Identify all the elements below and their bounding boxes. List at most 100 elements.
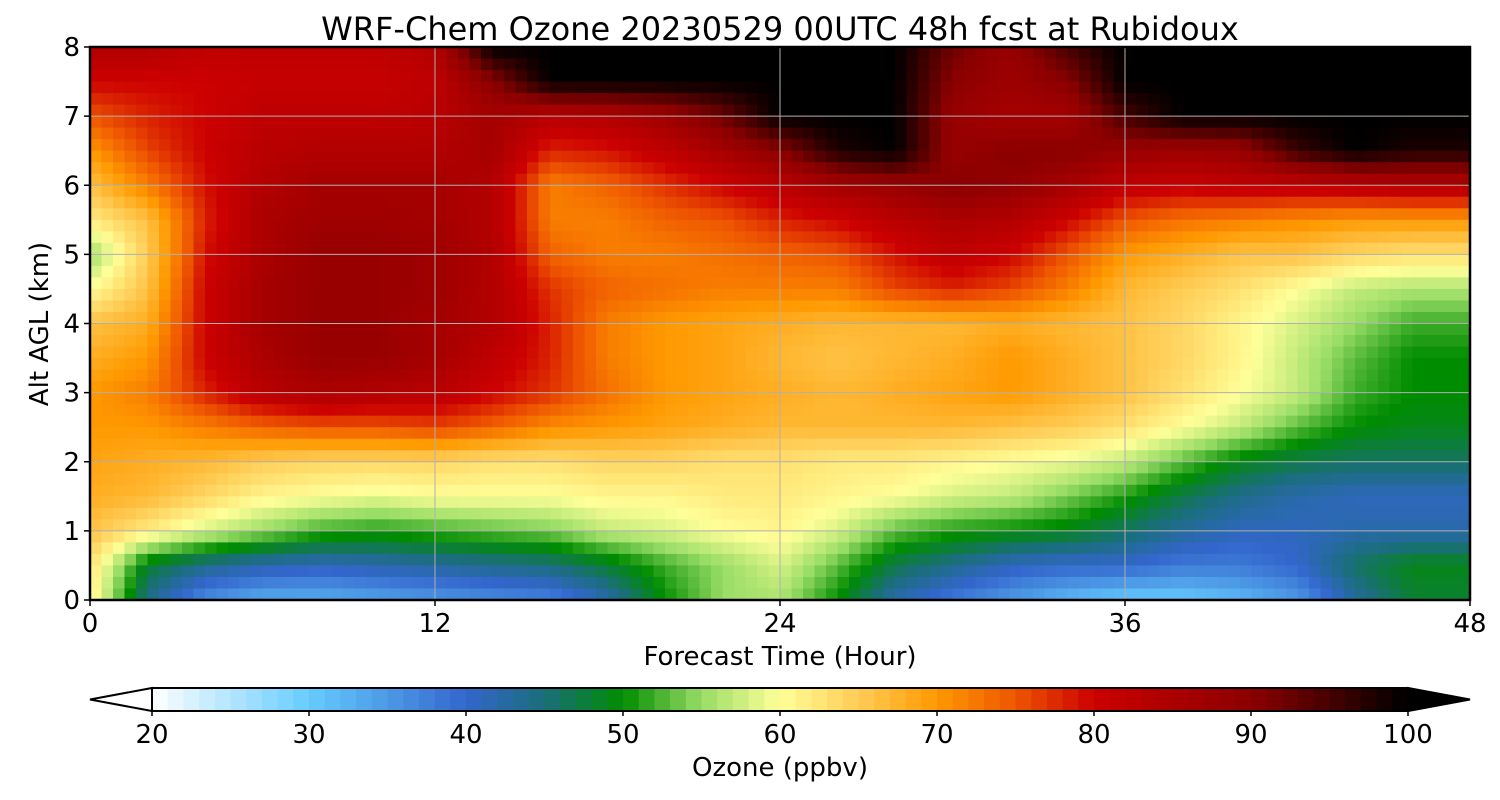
heatmap-cell (366, 58, 379, 71)
heatmap-cell (1217, 139, 1230, 152)
heatmap-cell (1228, 484, 1241, 497)
heatmap-cell (1113, 369, 1126, 382)
heatmap-cell (1056, 288, 1069, 302)
heatmap-cell (780, 208, 793, 221)
heatmap-cell (883, 507, 896, 520)
heatmap-cell (1332, 277, 1345, 290)
heatmap-cell (734, 335, 747, 348)
heatmap-cell (550, 404, 563, 417)
heatmap-cell (446, 461, 459, 474)
heatmap-cell (630, 58, 643, 71)
heatmap-cell (354, 415, 367, 428)
heatmap-cell (734, 70, 747, 83)
heatmap-cell (262, 392, 275, 405)
heatmap-cell (665, 81, 678, 94)
heatmap-cell (699, 381, 712, 394)
heatmap-cell (1286, 254, 1299, 267)
heatmap-cell (1171, 104, 1184, 117)
heatmap-cell (320, 346, 333, 359)
heatmap-cell (975, 104, 988, 117)
heatmap-cell (366, 381, 379, 394)
heatmap-cell (1044, 231, 1057, 244)
heatmap-cell (734, 519, 747, 532)
heatmap-cell (320, 242, 333, 255)
heatmap-cell (481, 427, 494, 440)
heatmap-cell (768, 104, 781, 117)
heatmap-cell (1102, 484, 1115, 497)
heatmap-cell (435, 300, 448, 313)
heatmap-cell (354, 116, 367, 129)
heatmap-cell (607, 450, 620, 463)
heatmap-cell (1343, 93, 1356, 106)
heatmap-cell (757, 139, 770, 152)
heatmap-cell (216, 116, 229, 129)
heatmap-cell (1332, 81, 1345, 94)
heatmap-cell (1205, 231, 1218, 244)
heatmap-cell (849, 196, 862, 209)
heatmap-cell (182, 392, 195, 405)
heatmap-cell (906, 473, 919, 486)
heatmap-cell (262, 484, 275, 497)
heatmap-cell (1228, 427, 1241, 440)
heatmap-cell (711, 427, 724, 440)
heatmap-cell (780, 242, 793, 255)
heatmap-cells (90, 47, 1471, 601)
heatmap-cell (1194, 404, 1207, 417)
heatmap-cell (906, 242, 919, 255)
heatmap-cell (1447, 392, 1460, 405)
heatmap-cell (745, 323, 758, 336)
heatmap-cell (331, 519, 344, 532)
heatmap-cell (688, 358, 701, 371)
heatmap-cell (354, 162, 367, 175)
heatmap-cell (504, 104, 517, 117)
heatmap-cell (366, 173, 379, 186)
heatmap-cell (1228, 231, 1241, 244)
heatmap-cell (124, 392, 137, 405)
heatmap-cell (182, 311, 195, 325)
heatmap-cell (619, 150, 632, 163)
heatmap-cell (527, 381, 540, 394)
heatmap-cell (1424, 70, 1437, 83)
heatmap-cell (906, 507, 919, 520)
heatmap-cell (469, 265, 482, 279)
heatmap-cell (216, 196, 229, 209)
heatmap-cell (584, 311, 597, 325)
heatmap-cell (918, 162, 931, 175)
heatmap-cell (1424, 127, 1437, 140)
heatmap-cell (1194, 254, 1207, 267)
heatmap-cell (1159, 311, 1172, 325)
heatmap-cell (584, 104, 597, 117)
heatmap-cell (147, 185, 160, 198)
heatmap-cell (849, 484, 862, 497)
heatmap-cell (1125, 427, 1138, 440)
heatmap-cell (228, 427, 241, 440)
heatmap-cell (975, 381, 988, 394)
heatmap-cell (619, 242, 632, 255)
heatmap-cell (1159, 404, 1172, 417)
heatmap-cell (722, 484, 735, 497)
heatmap-cell (251, 127, 264, 140)
heatmap-cell (929, 427, 942, 440)
heatmap-cell (860, 450, 873, 463)
heatmap-cell (1355, 346, 1368, 359)
heatmap-cell (676, 427, 689, 440)
heatmap-cell (619, 496, 632, 509)
heatmap-cell (745, 162, 758, 175)
heatmap-cell (113, 473, 126, 486)
heatmap-cell (1309, 104, 1322, 117)
heatmap-cell (642, 265, 655, 279)
heatmap-cell (1458, 196, 1471, 209)
heatmap-cell (688, 288, 701, 302)
heatmap-cell (435, 173, 448, 186)
heatmap-cell (941, 323, 954, 336)
heatmap-cell (101, 473, 114, 486)
heatmap-cell (814, 392, 827, 405)
heatmap-cell (527, 139, 540, 152)
heatmap-cell (918, 450, 931, 463)
heatmap-cell (159, 507, 172, 520)
heatmap-cell (837, 450, 850, 463)
heatmap-cell (780, 93, 793, 106)
heatmap-cell (1228, 116, 1241, 129)
heatmap-cell (1309, 196, 1322, 209)
heatmap-cell (1021, 208, 1034, 221)
